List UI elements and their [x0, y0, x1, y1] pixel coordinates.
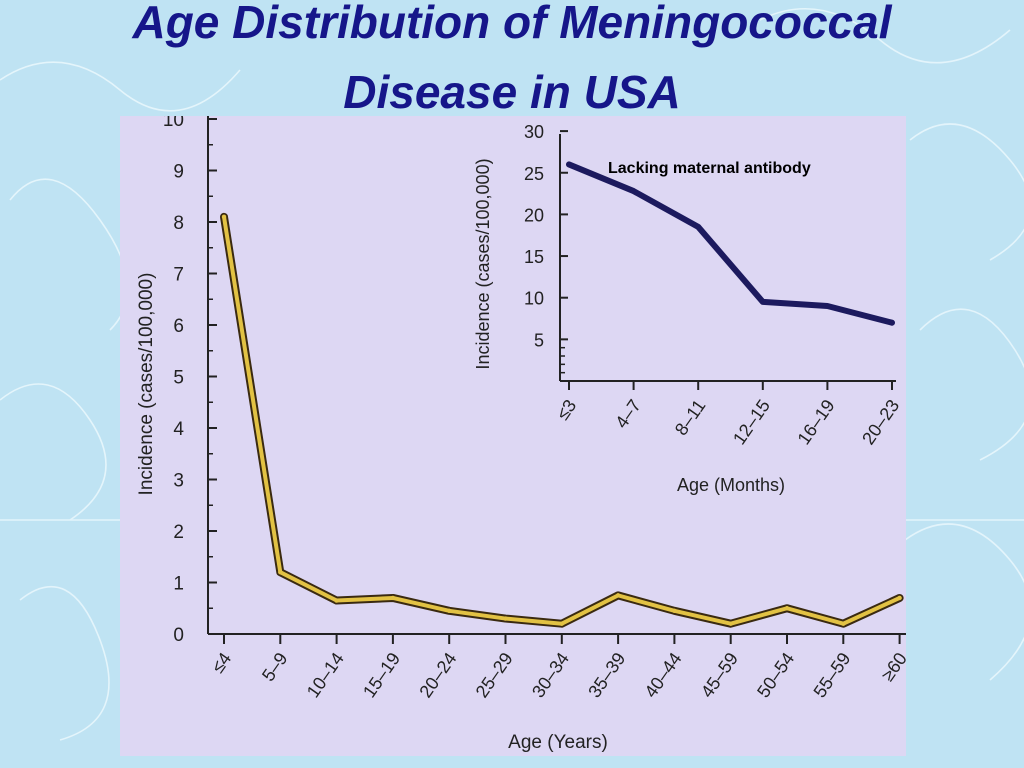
y-tick-label: 6	[173, 316, 184, 337]
y-tick-label: 4	[173, 419, 184, 440]
y-tick-label: 10	[163, 116, 184, 131]
inset-series-line	[566, 161, 895, 326]
inset-y-axis-label: Incidence (cases/100,000)	[473, 158, 493, 369]
inset-x-axis-label: Age (Months)	[677, 475, 785, 495]
inset-y-tick-label: 25	[524, 164, 544, 184]
y-tick-label: 5	[173, 368, 184, 389]
inset-data-point	[696, 224, 701, 229]
inset-data-point	[631, 189, 636, 194]
inset-y-tick-label: 5	[534, 330, 544, 350]
y-tick-label: 8	[173, 213, 184, 234]
inset-data-point	[760, 299, 765, 304]
data-point	[728, 621, 733, 626]
inset-data-point	[567, 162, 571, 167]
y-tick-label: 1	[173, 574, 184, 595]
data-point	[841, 621, 846, 626]
y-tick-label: 0	[173, 625, 184, 646]
inset-plot-area	[460, 116, 906, 522]
y-tick-label: 9	[173, 162, 184, 183]
data-point	[278, 570, 283, 575]
inset-y-tick-label: 10	[524, 289, 544, 309]
inset-data-point	[890, 320, 894, 325]
data-point	[615, 593, 621, 598]
y-tick-label: 7	[173, 265, 184, 286]
inset-data-point	[825, 304, 830, 309]
data-point	[447, 608, 452, 614]
data-point	[784, 606, 790, 611]
data-point	[672, 608, 677, 614]
inset-y-tick-label: 30	[524, 122, 544, 142]
y-axis-label: Incidence (cases/100,000)	[136, 273, 157, 496]
data-point	[559, 621, 564, 626]
inset-y-tick-label: 15	[524, 247, 544, 267]
data-point	[897, 595, 902, 601]
data-point	[221, 214, 227, 220]
y-tick-label: 2	[173, 522, 184, 543]
data-point	[334, 598, 339, 603]
slide-title-line-1: Age Distribution of Meningococcal	[132, 0, 892, 48]
slide-title-line-2: Disease in USA	[343, 66, 681, 118]
x-axis-label: Age (Years)	[508, 732, 608, 753]
data-point	[503, 616, 508, 621]
y-tick-label: 3	[173, 471, 184, 492]
data-point	[390, 595, 396, 601]
inset-y-tick-label: 20	[524, 205, 544, 225]
inset-annotation: Lacking maternal antibody	[608, 160, 811, 177]
